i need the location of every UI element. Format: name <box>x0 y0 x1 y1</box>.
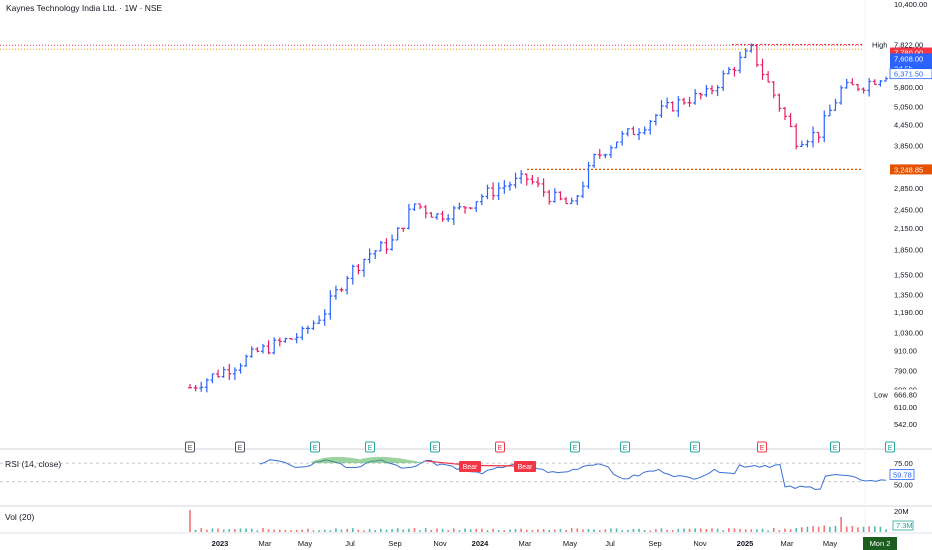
earnings-marker <box>830 441 840 453</box>
earnings-marker-label: E <box>888 445 893 452</box>
time-label: Nov <box>433 539 447 548</box>
earnings-marker <box>430 441 440 453</box>
vol-current-bg <box>892 520 914 531</box>
time-label: Sep <box>388 539 401 548</box>
price-tick: 1,550.00 <box>894 271 923 280</box>
price-badge-bg <box>890 47 932 58</box>
price-tick: 2,450.00 <box>894 206 923 215</box>
earnings-marker <box>885 441 895 453</box>
rsi-current: 59.78 <box>893 470 912 479</box>
rsi-label: RSI (14, close) <box>5 459 62 469</box>
earnings-marker <box>690 441 700 453</box>
chart-title: Kaynes Technology India Ltd. · 1W · NSE <box>6 3 163 13</box>
time-label: May <box>563 539 577 548</box>
time-label: Mar <box>519 539 532 548</box>
price-tick: 1,190.00 <box>894 308 923 317</box>
price-tick: 1,850.00 <box>894 245 923 254</box>
price-tick: 3,850.00 <box>894 141 923 150</box>
price-tick: 5,800.00 <box>894 83 923 92</box>
vol-tick: 20M <box>894 507 909 516</box>
price-badge: 6,371.50 <box>894 70 923 79</box>
price-badge-bg <box>890 53 932 64</box>
price-tick: 2,150.00 <box>894 224 923 233</box>
time-label: Mon 2 <box>870 539 891 548</box>
time-label: Nov <box>693 539 707 548</box>
rsi-current-bg <box>889 469 915 480</box>
rsi-overbought-fill <box>310 456 425 464</box>
low-label: Low <box>874 391 888 400</box>
earnings-marker <box>310 441 320 453</box>
price-badge-bg <box>889 68 932 80</box>
time-label: Sep <box>648 539 661 548</box>
time-label: Jul <box>345 539 355 548</box>
earnings-marker-label: E <box>693 445 698 452</box>
earnings-marker <box>620 441 630 453</box>
time-label: Mar <box>259 539 272 548</box>
price-tick: 10,400.00 <box>894 0 927 9</box>
earnings-marker <box>495 441 505 453</box>
price-badge-bg <box>890 164 932 175</box>
price-tick: 542.00 <box>894 420 917 429</box>
high-label: High <box>872 40 887 49</box>
price-badge: 3,248.85 <box>894 165 923 174</box>
price-badge: 7,780.00 <box>894 48 923 57</box>
earnings-marker-label: E <box>623 445 628 452</box>
price-badge: 7,608.00 <box>894 54 923 63</box>
rsi-tick: 50.00 <box>894 481 913 490</box>
earnings-marker-label: E <box>498 445 503 452</box>
price-tick: 2,850.00 <box>894 184 923 193</box>
rsi-tick: 75.00 <box>894 459 913 468</box>
earnings-marker-label: E <box>313 445 318 452</box>
bear-label-bg <box>459 461 481 472</box>
earnings-marker-label: E <box>433 445 438 452</box>
earnings-marker-label: E <box>188 445 193 452</box>
price-tick: 1,350.00 <box>894 290 923 299</box>
earnings-marker <box>570 441 580 453</box>
earnings-marker-label: E <box>833 445 838 452</box>
price-tick: 5,050.00 <box>894 103 923 112</box>
high-value: 7,822.00 <box>894 40 923 49</box>
time-label: May <box>298 539 312 548</box>
price-tick: 4,450.00 <box>894 121 923 130</box>
vol-current: 7.3M <box>896 521 913 530</box>
earnings-marker <box>365 441 375 453</box>
price-tick: 610.00 <box>894 403 917 412</box>
time-label: Mar <box>781 539 794 548</box>
time-label: 2025 <box>737 539 754 548</box>
bear-label: Bear <box>518 464 533 471</box>
time-label: 2024 <box>472 539 490 548</box>
time-label: Jul <box>605 539 615 548</box>
volume-label: Vol (20) <box>5 512 35 522</box>
earnings-marker-label: E <box>238 445 243 452</box>
earnings-marker-label: E <box>573 445 578 452</box>
price-tick: 790.00 <box>894 366 917 375</box>
earnings-marker <box>757 441 767 453</box>
earnings-marker-label: E <box>760 445 765 452</box>
time-current-bg <box>863 537 897 550</box>
low-value: 666.80 <box>894 391 917 400</box>
earnings-marker-label: E <box>368 445 373 452</box>
time-label: 2023 <box>212 539 229 548</box>
price-tick: 1,030.00 <box>894 329 923 338</box>
price-tick: 910.00 <box>894 346 917 355</box>
bear-label: Bear <box>463 464 478 471</box>
low-value-bg <box>890 389 932 400</box>
rsi-line <box>259 459 887 491</box>
bear-label-bg <box>514 461 536 472</box>
earnings-marker <box>185 441 195 453</box>
time-label: May <box>823 539 837 548</box>
earnings-marker <box>235 441 245 453</box>
high-value-bg <box>890 39 932 50</box>
